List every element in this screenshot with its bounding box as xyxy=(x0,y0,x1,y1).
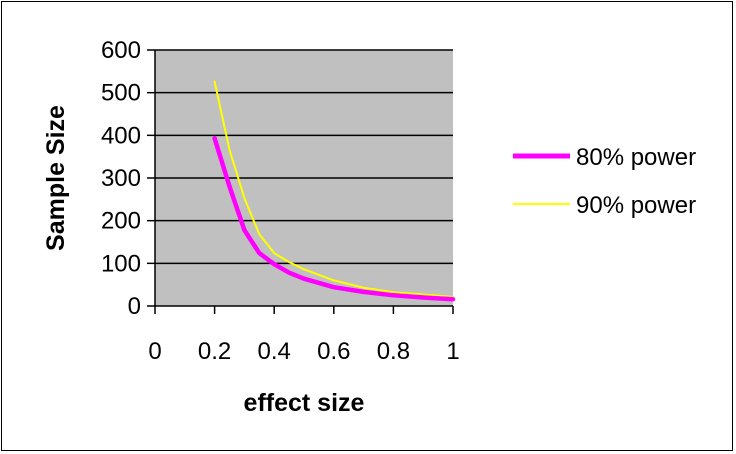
x-tick-label-0: 0 xyxy=(148,338,161,365)
legend: 80% power 90% power xyxy=(513,144,696,219)
x-tick-label-1: 1 xyxy=(446,338,459,365)
legend-label-90-power: 90% power xyxy=(576,192,696,219)
y-axis: 0 100 200 300 400 500 600 xyxy=(101,37,156,320)
legend-label-80-power: 80% power xyxy=(576,144,696,171)
series-line-90-power xyxy=(213,80,454,298)
x-axis: 0 0.2 0.4 0.6 0.8 1 xyxy=(148,305,460,365)
y-tick-label-600: 600 xyxy=(101,37,141,64)
series-layer xyxy=(212,80,456,302)
x-tick-label-0.8: 0.8 xyxy=(377,338,410,365)
y-tick-label-500: 500 xyxy=(101,80,141,107)
y-tick-label-400: 400 xyxy=(101,122,141,149)
y-tick-label-0: 0 xyxy=(128,293,141,320)
x-tick-label-0.4: 0.4 xyxy=(258,338,291,365)
x-tick-label-0.6: 0.6 xyxy=(317,338,350,365)
y-tick-label-300: 300 xyxy=(101,165,141,192)
x-axis-title: effect size xyxy=(244,389,365,417)
grid-lines xyxy=(155,49,453,265)
x-tick-label-0.2: 0.2 xyxy=(198,338,231,365)
series-line-80-power xyxy=(212,136,456,302)
y-axis-title: Sample Size xyxy=(42,105,70,251)
y-tick-label-100: 100 xyxy=(101,250,141,277)
y-tick-label-200: 200 xyxy=(101,208,141,235)
